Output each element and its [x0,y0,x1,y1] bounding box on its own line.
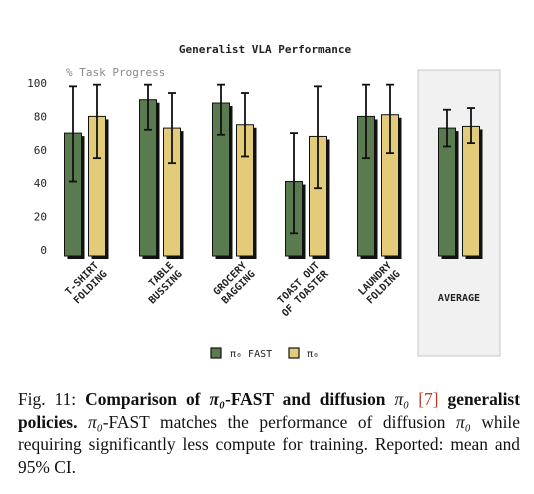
x-tick-label: LAUNDRYFOLDING [357,260,403,306]
x-tick-label: AVERAGE [438,293,480,304]
x-tick-label: TABLEBUSSING [139,260,185,306]
caption-text-1: -FAST matches the performance of diffusi… [102,411,446,432]
axis-layer: 0 20 40 60 80 100 [27,77,47,257]
y-tick-label: 100 [27,77,47,90]
figure-caption: Fig. 11: Comparison of π₀-FAST and diffu… [18,388,520,478]
y-tick-label: 60 [34,144,47,157]
caption-bold-1: Comparison of [85,389,201,409]
svg-text:GROCERYBAGGING: GROCERYBAGGING [212,260,258,306]
bar-diffusion [462,125,480,257]
x-tick-label: TOAST OUTOF TOASTER [272,260,332,320]
legend-swatch-fast [210,347,222,359]
y-tick-label: 80 [34,110,47,123]
legend-label-fast: π₀ FAST [230,349,272,360]
error-bar [443,108,451,148]
caption-pi-1: π₀ [209,389,226,409]
bars-layer [64,83,483,260]
y-tick-label: 0 [40,244,47,257]
y-tick-label: 20 [34,211,47,224]
y-tick-label: 40 [34,177,47,190]
svg-text:T-SHIRTFOLDING: T-SHIRTFOLDING [64,260,110,306]
caption-bold-2: -FAST and diffusion [225,389,386,409]
bar-chart: Generalist VLA Performance % Task Progre… [27,43,501,360]
x-tick-label: GROCERYBAGGING [212,260,258,306]
caption-text-2: while requiring significantly less compu… [18,411,520,477]
error-bar [93,83,101,160]
error-bar [290,132,298,235]
average-highlight-panel [417,69,501,357]
x-tick-label: T-SHIRTFOLDING [64,260,110,306]
error-bar [241,92,249,158]
error-bar [362,83,370,160]
legend-label-diffusion: π₀ [307,349,319,360]
legend: π₀ FAST π₀ [210,347,319,360]
svg-text:LAUNDRYFOLDING: LAUNDRYFOLDING [357,260,403,306]
svg-text:TOAST OUTOF TOASTER: TOAST OUTOF TOASTER [272,260,332,320]
caption-pi-4: π₀ [455,411,471,432]
error-bar [144,83,152,131]
chart-title: Generalist VLA Performance [179,43,352,56]
caption-citation-link[interactable]: [7] [418,389,439,409]
error-bar [314,85,322,190]
error-bar [217,83,225,136]
legend-swatch-diffusion [288,347,300,359]
caption-bold-3: generalist policies. [18,389,520,432]
error-bar [69,85,77,183]
error-bar [386,83,394,155]
error-bar [467,107,475,145]
svg-text:TABLEBUSSING: TABLEBUSSING [139,260,185,306]
caption-pi-2: π₀ [394,389,410,409]
error-bar [168,92,176,165]
caption-fig-label: Fig. 11: [18,389,77,409]
caption-pi-3: π₀ [88,411,103,432]
y-axis-label: % Task Progress [66,66,165,79]
